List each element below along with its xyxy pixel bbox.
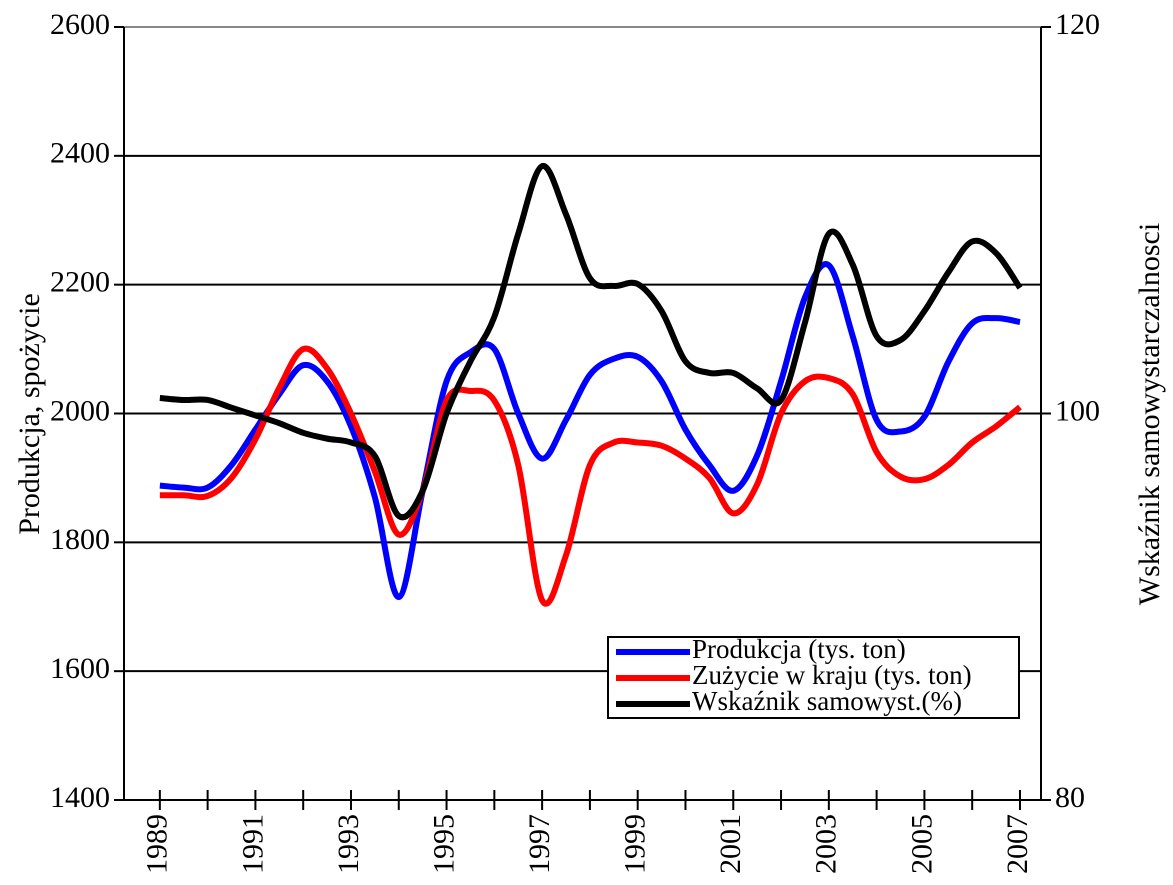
y2-tick-label: 120 (1055, 8, 1100, 41)
y-tick-label: 1800 (50, 523, 110, 556)
y-tick-label: 2600 (50, 8, 110, 41)
series-line (159, 345, 1022, 607)
y-tick-label: 1600 (50, 652, 110, 685)
legend-label: Wskaźnik samowyst.(%) (692, 686, 962, 716)
x-tick-label: 2001 (714, 814, 747, 874)
y-tick-label: 2400 (50, 137, 110, 170)
y-axis-label: Produkcja, spożycie (13, 293, 46, 535)
y2-tick-label: 100 (1055, 394, 1100, 427)
series-line (159, 163, 1023, 521)
x-tick-label: 1993 (332, 814, 365, 874)
y-tick-label: 1400 (50, 781, 110, 814)
y2-tick-label: 80 (1055, 781, 1085, 814)
series-line (159, 261, 1021, 601)
legend-label: Zużycie w kraju (tys. ton) (692, 660, 972, 690)
x-tick-label: 2007 (1001, 814, 1034, 874)
x-tick-label: 2003 (810, 814, 843, 874)
y2-axis-label: Wskaźnik samowystarczalnosci (1133, 223, 1166, 605)
y-tick-label: 2200 (50, 266, 110, 299)
x-tick-label: 1991 (236, 814, 269, 874)
legend-label: Produkcja (tys. ton) (692, 634, 906, 664)
x-tick-label: 1989 (141, 814, 174, 874)
x-tick-label: 2005 (905, 814, 938, 874)
x-tick-label: 1995 (427, 814, 460, 874)
x-tick-label: 1997 (523, 814, 556, 874)
x-tick-label: 1999 (619, 814, 652, 874)
y-tick-label: 2000 (50, 394, 110, 427)
